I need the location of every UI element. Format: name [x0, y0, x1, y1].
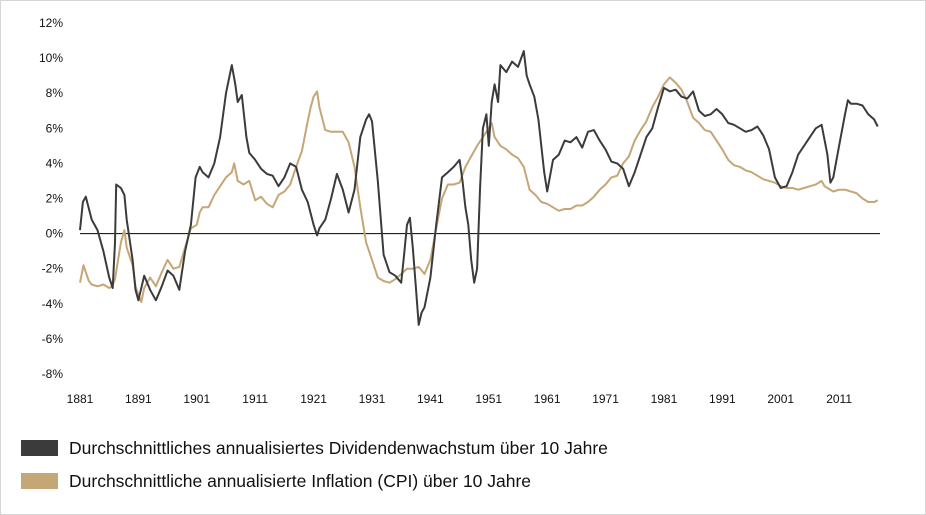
legend-item-inflation: Durchschnittliche annualisierte Inflatio…: [21, 470, 901, 492]
line-chart: -8% -6% -4% -2% 0% 2% 4% 6% 8% 10% 12% 1881 1891 190…: [39, 16, 880, 406]
x-tick-label: 2001: [767, 392, 794, 406]
x-tick-label: 1881: [67, 392, 94, 406]
series-line-inflation: [79, 76, 879, 303]
x-tick-label: 1891: [125, 392, 152, 406]
y-tick-label: -2%: [42, 262, 64, 276]
y-axis-tick-labels: -8% -6% -4% -2% 0% 2% 4% 6% 8% 10% 12%: [39, 16, 63, 381]
y-tick-label: 4%: [46, 156, 64, 170]
x-tick-label: 1971: [592, 392, 619, 406]
y-tick-label: -8%: [42, 367, 64, 381]
x-tick-label: 2011: [826, 392, 852, 406]
legend-label-inflation: Durchschnittliche annualisierte Inflatio…: [69, 470, 532, 491]
y-tick-label: -4%: [42, 297, 64, 311]
x-tick-label: 1921: [300, 392, 327, 406]
legend-swatch-inflation: [21, 473, 58, 489]
y-tick-label: 10%: [39, 51, 63, 65]
x-tick-label: 1981: [651, 392, 678, 406]
y-tick-label: 6%: [46, 121, 64, 135]
legend-label-dividend-growth: Durchschnittliches annualisiertes Divide…: [69, 437, 608, 458]
x-tick-label: 1991: [709, 392, 736, 406]
x-axis-tick-labels: 1881 1891 1901 1911 1921 1931 1941 1951 1961 1971…: [67, 392, 853, 406]
y-tick-label: 2%: [46, 192, 64, 206]
y-tick-label: 8%: [46, 86, 64, 100]
legend: Durchschnittliches annualisiertes Divide…: [21, 437, 901, 503]
y-tick-label: 12%: [39, 16, 63, 30]
x-tick-label: 1911: [242, 392, 268, 406]
series-line-dividend-growth: [79, 50, 879, 326]
y-tick-label: -6%: [42, 332, 64, 346]
x-tick-label: 1901: [183, 392, 210, 406]
x-tick-label: 1961: [534, 392, 561, 406]
legend-item-dividend-growth: Durchschnittliches annualisiertes Divide…: [21, 437, 901, 459]
x-tick-label: 1931: [359, 392, 386, 406]
x-tick-label: 1951: [475, 392, 502, 406]
x-tick-label: 1941: [417, 392, 444, 406]
legend-swatch-dividend-growth: [21, 440, 58, 456]
y-tick-label: 0%: [46, 227, 64, 241]
series-lines: [79, 50, 879, 326]
